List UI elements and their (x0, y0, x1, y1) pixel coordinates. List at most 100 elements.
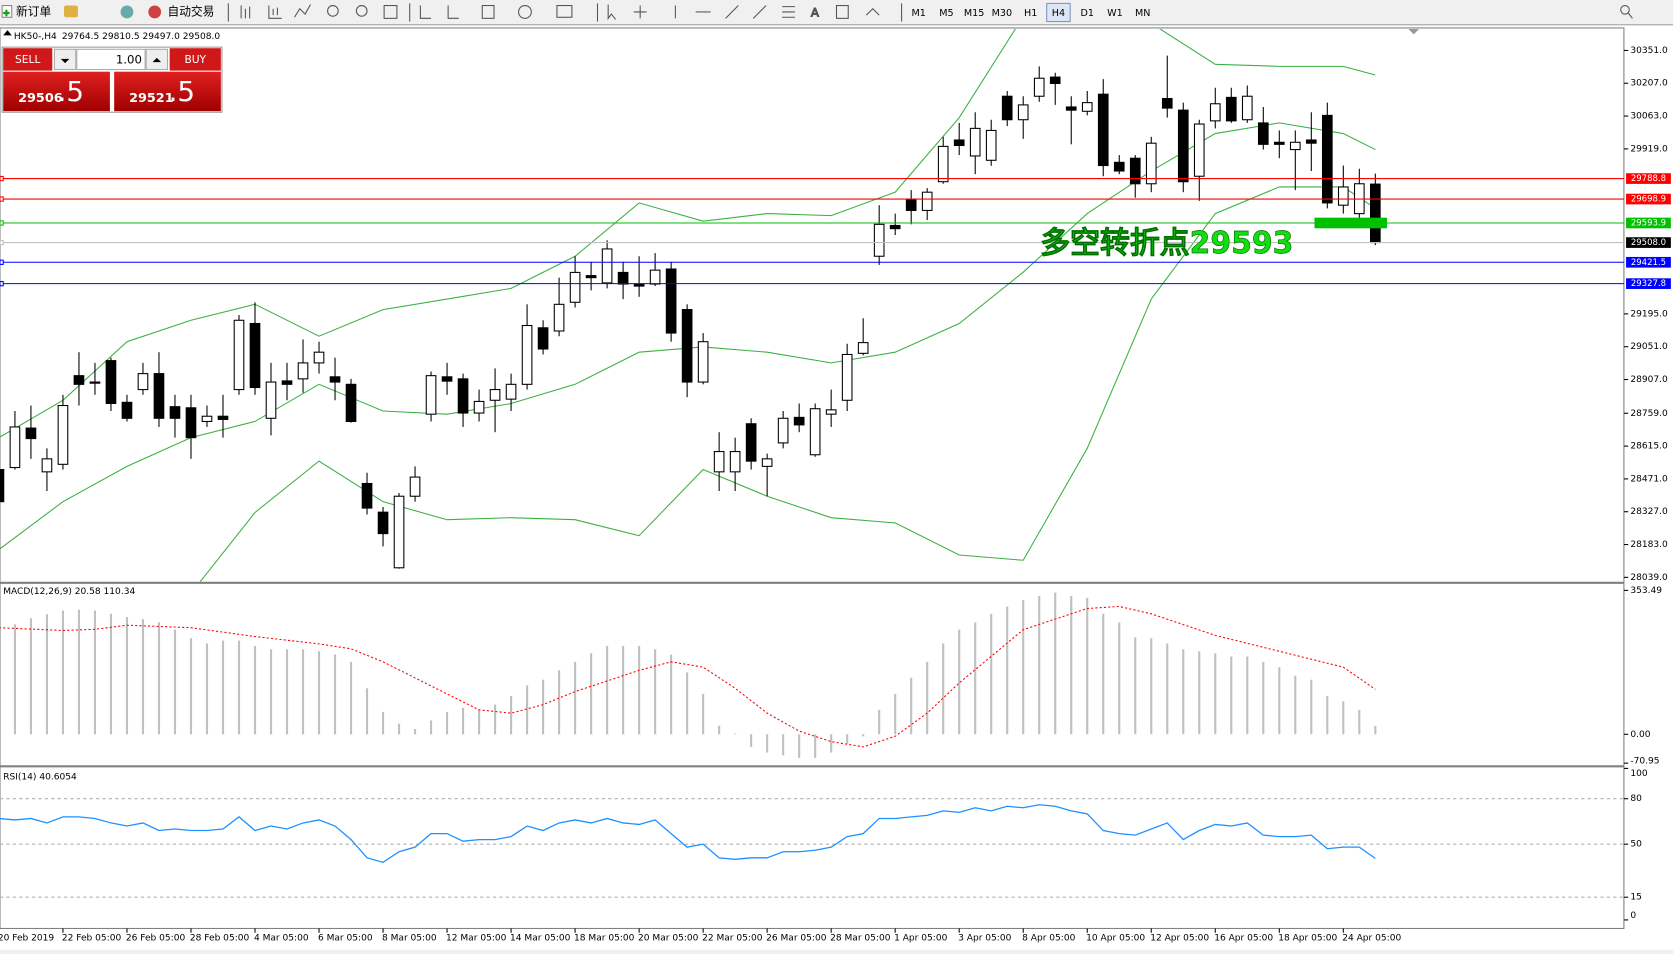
x-tick-label: 20 Feb 2019 (0, 934, 54, 944)
plot-area (0, 29, 1388, 582)
chart-layer: 30351.0 30207.0 30063.0 29919.0 29195.0 29051… (0, 29, 1671, 944)
candle-body (153, 373, 165, 419)
collapse-arrow[interactable] (3, 30, 12, 36)
chart-frame (0, 27, 1625, 929)
candle-body (633, 283, 645, 287)
candle-body (1129, 157, 1141, 185)
y-tick-label: 28327.0 (1630, 507, 1668, 517)
x-tick-label: 24 Apr 05:00 (1342, 934, 1401, 944)
candle-body (185, 407, 197, 439)
level-tag-label: 29698.9 (1631, 195, 1666, 205)
candle-body (649, 269, 661, 285)
candle-body (41, 458, 53, 473)
candle-body (393, 495, 405, 569)
auto-trading-button[interactable]: 自动交易 (148, 4, 214, 18)
buy-button[interactable]: BUY 29521 .5 (114, 48, 221, 112)
x-tick-label: 22 Feb 05:00 (62, 934, 122, 944)
candle-body (1193, 123, 1205, 177)
level-tag-label: 29327.8 (1631, 279, 1666, 289)
candle-body (569, 271, 581, 303)
candle-body (1049, 76, 1061, 85)
x-tick-label: 26 Feb 05:00 (126, 934, 186, 944)
candle-body (121, 401, 133, 419)
buy-tab (169, 48, 221, 71)
x-tick-label: 1 Apr 05:00 (894, 934, 947, 944)
candle-body (1321, 114, 1333, 204)
macd-title: MACD(12,26,9) 20.58 110.34 (3, 587, 135, 597)
timeframe-button[interactable]: D1 (1080, 8, 1094, 19)
candle-body (985, 129, 997, 161)
timeframe-button[interactable]: H4 (1052, 8, 1065, 19)
timeframe-button[interactable]: H1 (1024, 8, 1037, 19)
y-tick-label: 28907.0 (1630, 375, 1668, 385)
candle-body (425, 375, 437, 415)
candle-body (617, 271, 629, 285)
button-label: 新订单 (16, 4, 51, 18)
active-timeframe (1046, 2, 1071, 23)
y-tick-label: 28039.0 (1630, 573, 1668, 583)
annotation: 多空转折点29593 (1040, 226, 1293, 261)
timeframe-button[interactable]: M1 (911, 8, 925, 19)
candle-body (1209, 103, 1221, 122)
sell-price-box (3, 71, 110, 112)
x-tick-label: 18 Mar 05:00 (574, 934, 635, 944)
candle-body (297, 362, 309, 380)
timeframe-button[interactable]: M5 (939, 8, 953, 19)
level-marker (0, 259, 4, 265)
candle-body (1177, 109, 1189, 183)
timeframe-button[interactable]: M30 (992, 8, 1013, 19)
candle-body (169, 406, 181, 419)
candle-body (1305, 139, 1317, 144)
y-tick-label: 80 (1630, 794, 1642, 804)
x-tick-label: 12 Mar 05:00 (446, 934, 507, 944)
candle-body (233, 319, 245, 391)
candle-body (825, 409, 837, 415)
y-tick-label: 29919.0 (1630, 144, 1668, 154)
icon[interactable] (64, 5, 78, 18)
sell-price: 29506 (18, 91, 63, 106)
x-tick-label: 3 Apr 05:00 (958, 934, 1011, 944)
buy-price-box (114, 71, 221, 112)
candle-body (1097, 93, 1109, 167)
icon[interactable] (120, 5, 134, 19)
candle-body (905, 199, 917, 211)
timeframe-button[interactable]: MN (1135, 8, 1150, 19)
candle-body (585, 275, 597, 279)
candle-body (217, 415, 229, 420)
plot-area (0, 592, 1377, 758)
candle-body (329, 376, 341, 383)
timeframe-button[interactable]: M15 (964, 8, 984, 19)
y-tick-label: -70.95 (1630, 756, 1659, 766)
x-tick-label: 28 Feb 05:00 (190, 934, 250, 944)
candle-body (537, 327, 549, 350)
candle-body (249, 322, 261, 389)
timeframe-button[interactable]: W1 (1107, 8, 1123, 19)
level-marker (0, 220, 4, 226)
level-tag (1626, 217, 1671, 229)
toolbar-icons: A (227, 3, 1633, 22)
x-tick-label: 8 Mar 05:00 (382, 934, 437, 944)
plot-area (0, 798, 1624, 898)
sell-button[interactable]: SELL 29506 .5 (3, 48, 110, 112)
x-tick-label: 10 Apr 05:00 (1086, 934, 1145, 944)
level-tag-label: 29593.9 (1631, 218, 1666, 228)
candle-body (57, 404, 69, 465)
y-tick-label: 29051.0 (1630, 342, 1668, 352)
button-label: 自动交易 (168, 4, 215, 18)
level-tag-label: 29788.8 (1631, 174, 1666, 184)
y-tick-label: 100 (1630, 769, 1648, 779)
x-tick-label: 18 Apr 05:00 (1278, 934, 1337, 944)
x-tick-label: 8 Apr 05:00 (1022, 934, 1075, 944)
y-tick-label: 353.49 (1630, 586, 1662, 596)
level-tag (1626, 278, 1671, 289)
lot-value: 1.00 (116, 52, 142, 66)
y-tick-label: 0.00 (1630, 730, 1650, 740)
new-order-button[interactable]: 新订单 (1, 4, 51, 18)
icon (148, 5, 162, 19)
x-tick-label: 26 Mar 05:00 (766, 934, 827, 944)
rsi-title: RSI(14) 40.6054 (3, 772, 77, 782)
lot-input[interactable] (76, 48, 146, 71)
y-tick-label: 30063.0 (1630, 112, 1668, 122)
candle-body (89, 381, 101, 384)
